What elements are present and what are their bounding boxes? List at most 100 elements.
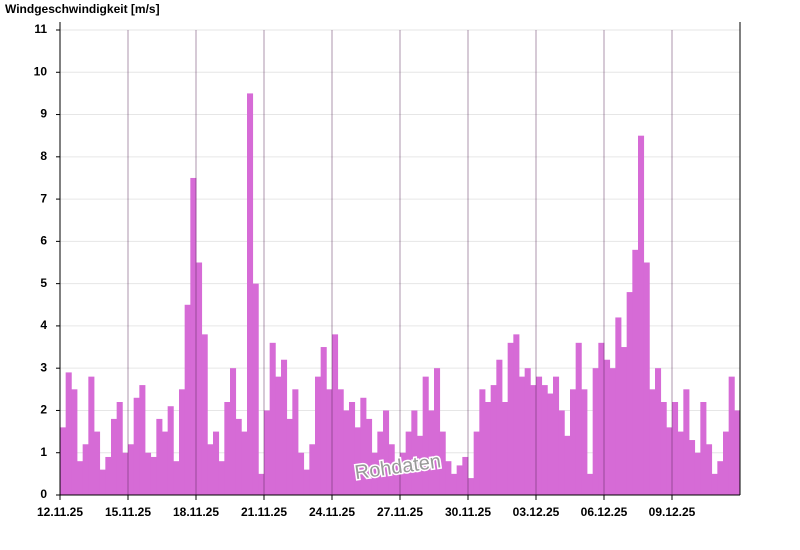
bar: [717, 461, 724, 495]
bar: [224, 402, 231, 495]
bar: [354, 427, 361, 495]
bar: [269, 342, 276, 495]
bar: [111, 418, 118, 495]
bar: [252, 283, 259, 495]
bar: [179, 389, 186, 495]
bar: [173, 461, 180, 495]
bar: [167, 406, 174, 495]
bar: [490, 385, 497, 495]
bar: [235, 418, 242, 495]
y-tick-label: 1: [40, 445, 47, 459]
bar: [672, 402, 679, 495]
bar: [553, 376, 560, 495]
bar: [286, 418, 293, 495]
bar: [82, 444, 89, 495]
bar: [411, 410, 418, 495]
bar: [632, 249, 639, 495]
bar: [451, 473, 458, 495]
bar: [298, 452, 305, 495]
bar: [547, 393, 554, 495]
bar: [230, 368, 237, 495]
bar: [258, 473, 265, 495]
y-tick-label: 11: [34, 22, 47, 36]
bar: [666, 427, 673, 495]
bar: [94, 431, 101, 495]
bar: [428, 410, 435, 495]
y-tick-label: 5: [40, 276, 47, 290]
bar: [309, 444, 316, 495]
bar: [649, 389, 656, 495]
bar: [683, 389, 690, 495]
bar: [71, 389, 78, 495]
x-tick-label: 18.11.25: [173, 505, 219, 519]
bar: [609, 368, 616, 495]
x-tick-label: 06.12.25: [581, 505, 628, 519]
x-tick-label: 15.11.25: [105, 505, 151, 519]
bar: [462, 456, 469, 495]
bar: [77, 461, 84, 495]
x-tick-label: 03.12.25: [513, 505, 560, 519]
bar: [422, 376, 429, 495]
bar: [711, 473, 718, 495]
y-tick-label: 9: [40, 107, 47, 121]
y-tick-label: 4: [40, 318, 47, 332]
bar: [734, 410, 741, 495]
bar: [213, 431, 220, 495]
bar: [320, 347, 327, 495]
bar: [383, 410, 390, 495]
bar: [116, 402, 123, 495]
bar: [122, 452, 129, 495]
bar: [439, 431, 446, 495]
bar: [275, 376, 282, 495]
bar: [615, 317, 622, 495]
bar: [473, 431, 480, 495]
bar: [587, 473, 594, 495]
bar: [394, 465, 401, 495]
bar: [326, 389, 333, 495]
y-tick-label: 3: [40, 360, 47, 374]
bar: [519, 376, 526, 495]
bar: [706, 444, 713, 495]
x-tick-label: 27.11.25: [377, 505, 423, 519]
bar: [218, 461, 225, 495]
bar: [638, 135, 645, 495]
bar: [496, 359, 503, 495]
bar: [728, 376, 735, 495]
bar: [360, 397, 367, 495]
bar: [207, 444, 214, 495]
y-tick-label: 2: [40, 403, 47, 417]
bar: [479, 389, 486, 495]
bar: [315, 376, 322, 495]
y-tick-label: 8: [40, 149, 47, 163]
bar: [60, 427, 67, 495]
bar: [281, 359, 288, 495]
bar: [371, 452, 378, 495]
bar: [156, 418, 163, 495]
bar: [524, 368, 531, 495]
bar: [502, 402, 509, 495]
bar: [405, 431, 412, 495]
bars: [60, 93, 741, 496]
bar: [581, 389, 588, 495]
bar: [643, 262, 650, 495]
y-tick-label: 7: [40, 191, 47, 205]
bar: [694, 452, 701, 495]
bar: [99, 469, 106, 495]
bar: [332, 334, 339, 495]
bar: [65, 372, 72, 495]
x-tick-label: 09.12.25: [649, 505, 696, 519]
bar: [139, 385, 146, 495]
bar: [190, 177, 197, 496]
bar: [128, 444, 135, 495]
bar: [592, 368, 599, 495]
bar: [530, 385, 537, 495]
bar: [133, 397, 140, 495]
bar: [660, 402, 667, 495]
bar: [689, 440, 696, 495]
y-tick-label: 10: [34, 64, 48, 78]
bar: [201, 334, 208, 495]
overlay: 12.11.25 15.11.25 18.11.25 21.11.25 24.11.25…: [37, 30, 696, 519]
bar: [196, 262, 203, 495]
bar: [604, 359, 611, 495]
